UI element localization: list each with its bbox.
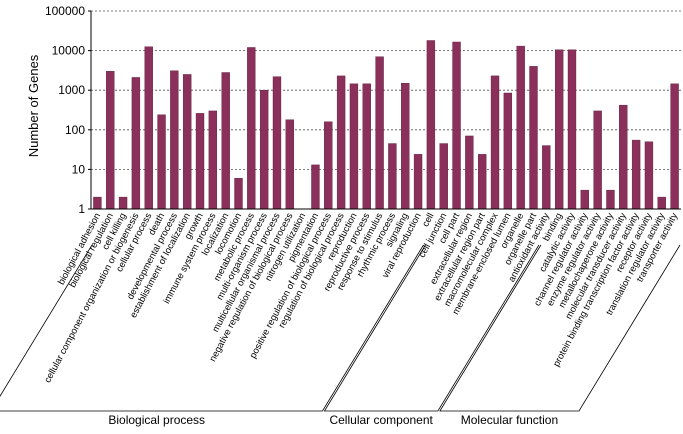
bar — [375, 56, 384, 210]
bar — [336, 75, 346, 210]
bar — [478, 154, 487, 210]
bar — [183, 74, 192, 210]
bar — [118, 196, 128, 210]
bar — [644, 141, 654, 210]
bar — [542, 145, 551, 210]
bar — [606, 189, 615, 210]
bar — [93, 196, 102, 210]
group-bracket — [323, 244, 540, 412]
bar — [490, 75, 500, 210]
group-bracket — [439, 244, 681, 412]
bar — [567, 49, 577, 210]
bar — [670, 83, 679, 210]
bar — [362, 83, 371, 210]
bar — [272, 76, 282, 210]
axes — [88, 10, 681, 210]
group-brackets: Biological process Cellular component Mole… — [0, 244, 681, 427]
bar — [144, 46, 153, 210]
gridlines — [91, 10, 681, 170]
bar — [554, 49, 564, 210]
bar — [221, 72, 230, 210]
bar — [157, 114, 166, 210]
bar — [388, 143, 397, 210]
y-tick-label: 10 — [72, 162, 86, 176]
y-tick-label: 10000 — [52, 44, 86, 58]
group-label: Molecular function — [461, 413, 558, 427]
bar — [529, 66, 538, 210]
bars — [93, 40, 679, 210]
bar — [426, 40, 436, 210]
bar — [580, 189, 589, 210]
bar — [631, 139, 641, 210]
y-tick-label: 1000 — [58, 83, 85, 97]
bar — [324, 121, 333, 210]
y-axis-label: Number of Genes — [26, 54, 41, 157]
y-tick-label: 100 — [65, 123, 85, 137]
bar — [259, 89, 269, 210]
bar — [349, 83, 359, 210]
bar — [247, 47, 256, 210]
bar — [593, 110, 602, 210]
group-label: Cellular component — [329, 413, 433, 427]
y-tick-labels: 1 10 100 1000 10000 100000 — [45, 4, 85, 216]
group-label: Biological process — [108, 413, 205, 427]
bar — [516, 45, 525, 210]
bar — [311, 164, 320, 210]
bar — [413, 154, 423, 210]
bar — [465, 135, 474, 210]
y-tick-label: 100000 — [45, 4, 85, 18]
bar — [285, 119, 294, 210]
bar — [439, 143, 448, 210]
bar — [208, 110, 218, 210]
bar — [170, 70, 179, 210]
bar — [234, 177, 243, 210]
group-bracket — [0, 244, 424, 412]
bar — [106, 71, 115, 210]
bar — [657, 196, 666, 210]
bar — [619, 104, 628, 210]
bar — [503, 92, 513, 210]
bar — [131, 77, 141, 210]
bar — [401, 83, 410, 210]
bar — [452, 41, 461, 210]
bar — [195, 113, 205, 210]
y-tick-label: 1 — [78, 202, 85, 216]
